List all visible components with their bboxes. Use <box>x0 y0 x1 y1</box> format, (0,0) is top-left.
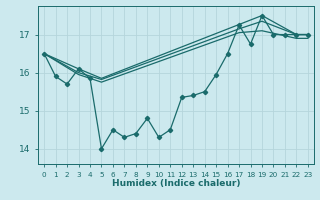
X-axis label: Humidex (Indice chaleur): Humidex (Indice chaleur) <box>112 179 240 188</box>
